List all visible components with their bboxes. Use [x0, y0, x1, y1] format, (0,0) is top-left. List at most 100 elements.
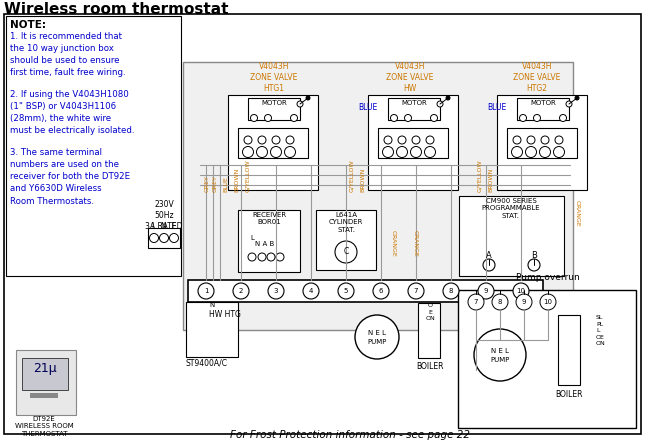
Circle shape — [250, 114, 257, 122]
Text: ORANGE: ORANGE — [413, 230, 417, 257]
Circle shape — [566, 101, 572, 107]
Text: GREY: GREY — [204, 175, 210, 192]
Circle shape — [264, 114, 272, 122]
Text: G/YELLOW: G/YELLOW — [350, 160, 355, 192]
Circle shape — [519, 114, 526, 122]
Circle shape — [258, 136, 266, 144]
Circle shape — [397, 147, 408, 157]
Bar — [148, 228, 180, 248]
Circle shape — [559, 114, 566, 122]
Text: NOTE:: NOTE: — [10, 20, 46, 30]
Circle shape — [410, 147, 421, 157]
Circle shape — [474, 329, 526, 381]
Text: 21µ: 21µ — [33, 362, 57, 375]
Text: G/YELLOW: G/YELLOW — [246, 160, 250, 192]
Text: V4043H
ZONE VALVE
HTG2: V4043H ZONE VALVE HTG2 — [513, 62, 561, 93]
Bar — [22, 358, 68, 390]
Circle shape — [426, 136, 434, 144]
Circle shape — [384, 136, 392, 144]
Text: N: N — [210, 302, 215, 308]
Circle shape — [276, 253, 284, 261]
Circle shape — [355, 315, 399, 359]
Text: 1: 1 — [204, 288, 208, 294]
Bar — [238, 128, 308, 158]
Bar — [238, 210, 300, 272]
Circle shape — [513, 136, 521, 144]
Text: BOILER: BOILER — [555, 390, 582, 399]
Text: SL
PL
L
OE
ON: SL PL L OE ON — [596, 315, 606, 346]
Circle shape — [437, 101, 443, 107]
Circle shape — [430, 114, 437, 122]
Circle shape — [468, 294, 484, 310]
Text: RECEIVER
BOR01: RECEIVER BOR01 — [252, 212, 286, 225]
Text: BROWN: BROWN — [235, 168, 239, 192]
Bar — [316, 210, 376, 270]
Text: 8: 8 — [449, 288, 453, 294]
Circle shape — [243, 147, 253, 157]
Text: ORANGE: ORANGE — [575, 200, 579, 227]
Circle shape — [533, 114, 541, 122]
Text: V4043H
ZONE VALVE
HW: V4043H ZONE VALVE HW — [386, 62, 433, 93]
Circle shape — [267, 253, 275, 261]
Text: A: A — [486, 250, 492, 260]
Circle shape — [286, 136, 294, 144]
Text: L  N  E: L N E — [152, 222, 176, 231]
Text: N E L: N E L — [368, 330, 386, 336]
Text: O
E
ON: O E ON — [425, 303, 435, 321]
Circle shape — [170, 233, 179, 243]
Circle shape — [159, 233, 168, 243]
Circle shape — [248, 253, 256, 261]
Bar — [6, 16, 181, 276]
Bar — [186, 302, 238, 357]
Bar — [183, 62, 573, 330]
Text: ST9400A/C: ST9400A/C — [186, 358, 228, 367]
Circle shape — [284, 147, 295, 157]
Bar — [459, 196, 564, 276]
Bar — [388, 98, 440, 120]
Text: 10: 10 — [517, 288, 526, 294]
Text: BROWN: BROWN — [488, 168, 493, 192]
Circle shape — [335, 241, 357, 263]
Circle shape — [412, 136, 420, 144]
Circle shape — [555, 136, 563, 144]
Circle shape — [575, 96, 579, 100]
Circle shape — [511, 147, 522, 157]
Bar — [458, 290, 636, 428]
Circle shape — [478, 283, 494, 299]
Bar — [497, 95, 587, 190]
Text: BLUE: BLUE — [224, 176, 228, 192]
Text: 9: 9 — [484, 288, 488, 294]
Circle shape — [244, 136, 252, 144]
Circle shape — [297, 101, 303, 107]
Bar — [378, 128, 448, 158]
Circle shape — [198, 283, 214, 299]
Bar — [507, 128, 577, 158]
Circle shape — [290, 114, 297, 122]
Circle shape — [424, 147, 435, 157]
Circle shape — [516, 294, 532, 310]
Text: 10: 10 — [544, 299, 553, 305]
Circle shape — [540, 294, 556, 310]
Text: Pump overrun: Pump overrun — [516, 273, 580, 282]
Text: GREY: GREY — [212, 175, 217, 192]
Text: HW HTG: HW HTG — [209, 310, 241, 319]
Text: L641A
CYLINDER
STAT.: L641A CYLINDER STAT. — [329, 212, 363, 233]
Circle shape — [553, 147, 564, 157]
Text: CM900 SERIES
PROGRAMMABLE
STAT.: CM900 SERIES PROGRAMMABLE STAT. — [482, 198, 541, 219]
Circle shape — [539, 147, 550, 157]
Text: MOTOR: MOTOR — [401, 100, 427, 106]
Bar — [228, 95, 318, 190]
Text: BLUE: BLUE — [487, 104, 506, 113]
Text: V4043H
ZONE VALVE
HTG1: V4043H ZONE VALVE HTG1 — [250, 62, 298, 93]
Text: PUMP: PUMP — [490, 357, 510, 363]
Circle shape — [272, 136, 280, 144]
Circle shape — [492, 294, 508, 310]
Circle shape — [233, 283, 249, 299]
Circle shape — [443, 283, 459, 299]
Bar — [418, 303, 440, 358]
Circle shape — [446, 96, 450, 100]
Text: MOTOR: MOTOR — [261, 100, 287, 106]
Text: Wireless room thermostat: Wireless room thermostat — [4, 2, 228, 17]
Text: MOTOR: MOTOR — [530, 100, 556, 106]
Bar — [368, 95, 458, 190]
